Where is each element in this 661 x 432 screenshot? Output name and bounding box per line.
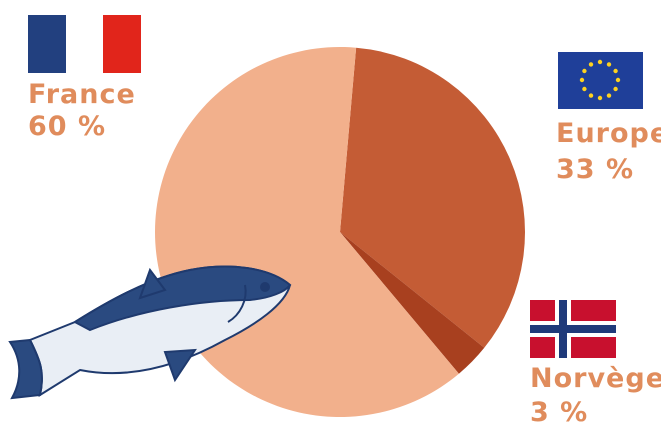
fish-illustration — [8, 265, 292, 400]
value-label: 33 % — [556, 154, 634, 185]
pie-slice — [340, 47, 525, 348]
flag-eu — [558, 52, 643, 109]
category-label: France — [28, 79, 136, 110]
pie — [155, 46, 525, 417]
value-label: 60 % — [28, 111, 106, 142]
flag-norway — [530, 300, 616, 358]
category-label: Europe — [556, 118, 661, 149]
flag-france — [28, 15, 141, 73]
pie-slice — [340, 232, 485, 374]
value-label: 3 % — [530, 397, 588, 428]
category-label: Norvège — [530, 363, 661, 394]
